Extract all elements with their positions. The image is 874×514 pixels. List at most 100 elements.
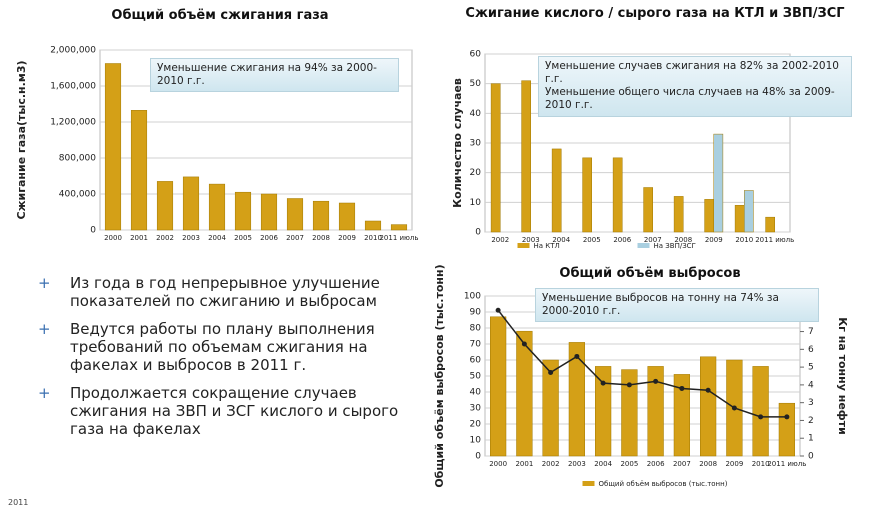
annotation: Уменьшение сжигания на 94% за 2000-2010 …: [150, 58, 399, 93]
x-tick-label: 2004: [552, 236, 570, 244]
annotation-line: Уменьшение общего числа случаев на 48% з…: [545, 86, 835, 112]
annotation-line: Уменьшение выбросов на тонну на 74% за 2…: [542, 292, 779, 318]
x-tick-label: 2011 июль: [379, 234, 418, 242]
x-tick-label: 2005: [234, 234, 252, 242]
x-tick-label: 2008: [674, 236, 692, 244]
x-tick-label: 2004: [208, 234, 226, 242]
x-tick-label: 2005: [620, 460, 638, 468]
y-tick-label: 100: [464, 292, 481, 302]
x-tick-label: 2010: [752, 460, 770, 468]
chart-title: Сжигание кислого / сырого газа на КТЛ и …: [465, 6, 845, 21]
bar: [338, 202, 356, 231]
line-point: [600, 380, 606, 386]
line-point: [679, 385, 685, 391]
y2-tick-label: 5: [808, 363, 814, 373]
x-tick-label: 2001: [515, 460, 533, 468]
x-tick-label: 2009: [705, 236, 723, 244]
y-tick-label: 20: [470, 168, 482, 178]
bar: [713, 133, 724, 233]
y-tick-label: 30: [470, 404, 482, 414]
bar: [744, 190, 754, 233]
y2-tick-label: 7: [808, 327, 814, 337]
x-tick-label: 2009: [338, 234, 356, 242]
x-tick-label: 2003: [182, 234, 200, 242]
x-tick-label: 2010: [735, 236, 753, 244]
x-tick-label: 2005: [583, 236, 601, 244]
y2-tick-label: 6: [808, 345, 814, 355]
bar: [700, 356, 717, 457]
bar: [595, 366, 612, 457]
y-tick-label: 10: [470, 198, 482, 208]
annotation-line: Уменьшение сжигания на 94% за 2000-2010 …: [157, 62, 377, 88]
y-tick-label: 10: [470, 436, 482, 446]
x-tick-label: 2007: [673, 460, 691, 468]
line: [497, 309, 787, 418]
x-tick-label: 2010: [364, 234, 382, 242]
y2-tick-label: 4: [808, 380, 814, 390]
annotation-line: Уменьшение случаев сжигания на 82% за 20…: [545, 60, 839, 86]
bar: [490, 316, 507, 457]
bar: [568, 342, 585, 457]
y-axis-label: Общий объём выбросов (тыс.тонн): [433, 264, 446, 487]
bar: [673, 374, 690, 457]
bar: [130, 110, 148, 231]
legend-label: На КТЛ: [534, 242, 560, 250]
line-point: [574, 353, 580, 359]
footer: 2011: [8, 498, 29, 507]
x-tick-label: 2002: [491, 236, 509, 244]
y-tick-label: 1,600,000: [50, 82, 96, 92]
y-tick-label: 1,200,000: [50, 118, 96, 128]
bar: [260, 193, 278, 231]
y2-tick-label: 0: [808, 452, 814, 462]
bar: [390, 224, 408, 231]
y-tick-label: 50: [470, 79, 482, 89]
bar: [612, 157, 623, 233]
y-tick-label: 0: [90, 226, 96, 236]
bar: [208, 183, 226, 231]
x-tick-label: 2000: [489, 460, 507, 468]
x-tick-label: 2001: [130, 234, 148, 242]
bar: [551, 148, 562, 233]
bullet: Из года в год непрерывное улучшение пока…: [38, 274, 413, 310]
y-tick-label: 60: [470, 50, 482, 60]
y-tick-label: 400,000: [59, 190, 96, 200]
line-point: [758, 414, 764, 420]
y2-tick-label: 2: [808, 416, 814, 426]
x-tick-label: 2006: [260, 234, 278, 242]
line-point: [784, 414, 790, 420]
y2-tick-label: 3: [808, 398, 814, 408]
line-point: [548, 369, 554, 375]
x-tick-label: 2008: [699, 460, 717, 468]
y-tick-label: 2,000,000: [50, 46, 96, 56]
y-tick-label: 800,000: [59, 154, 96, 164]
x-tick-label: 2003: [568, 460, 586, 468]
bar: [234, 191, 252, 231]
legend-swatch: [517, 243, 530, 248]
x-tick-label: 2000: [104, 234, 122, 242]
chart-title: Общий объём сжигания газа: [111, 8, 329, 23]
bar: [621, 369, 638, 457]
bar: [286, 198, 304, 231]
x-tick-label: 2008: [312, 234, 330, 242]
bar: [104, 63, 122, 231]
line-point: [653, 378, 659, 384]
bar: [673, 196, 684, 233]
y-tick-label: 30: [470, 139, 482, 149]
x-tick-label: 2007: [644, 236, 662, 244]
y2-axis-label: Кг на тонну нефти: [836, 317, 849, 435]
bar: [516, 330, 533, 457]
bar: [778, 402, 795, 457]
bullet: Ведутся работы по плану выполнения требо…: [38, 320, 413, 374]
annotation: Уменьшение выбросов на тонну на 74% за 2…: [535, 288, 819, 323]
bar: [542, 359, 559, 457]
legend-label: Общий объём выбросов (тыс.тонн): [599, 480, 728, 488]
bar: [582, 157, 592, 233]
y-tick-label: 70: [470, 340, 482, 350]
y-tick-label: 40: [470, 109, 482, 119]
y-tick-label: 40: [470, 388, 482, 398]
y2-tick-label: 1: [808, 434, 814, 444]
line-point: [731, 405, 737, 411]
x-tick-label: 2007: [286, 234, 304, 242]
line-point: [495, 307, 501, 313]
y-tick-label: 20: [470, 420, 482, 430]
